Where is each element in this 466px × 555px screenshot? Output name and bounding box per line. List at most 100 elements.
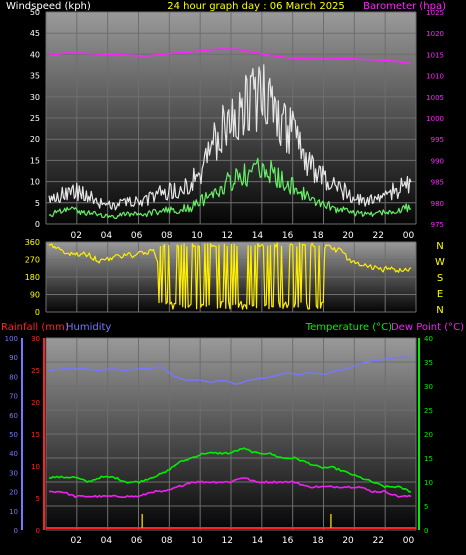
- axis-tick-label: 15: [424, 455, 433, 463]
- rainfall-axis-title: Rainfall (mm): [1, 322, 69, 333]
- axis-tick-label: 985: [431, 179, 444, 187]
- time-tick-label: 20: [342, 536, 354, 546]
- temperature-axis-title: Temperature (°C): [305, 322, 392, 333]
- axis-tick-label: 15: [30, 156, 40, 165]
- time-tick-label: 16: [282, 536, 294, 546]
- compass-labels: N W S E N: [435, 241, 445, 316]
- axis-tick-label: 45: [30, 29, 40, 38]
- time-tick-label: 12: [221, 231, 232, 241]
- time-tick-label: 02: [70, 536, 81, 546]
- time-tick-label: 00: [403, 536, 415, 546]
- time-tick-label: 14: [252, 231, 264, 241]
- compass-label: S: [437, 273, 443, 284]
- time-axis-top: 02 04 06 08 10 12 14 16 18 20 22 00: [70, 231, 414, 241]
- axis-tick-label: 35: [30, 72, 40, 81]
- direction-axis: 0 90 180 270 360: [25, 238, 40, 317]
- axis-tick-label: 1025: [426, 9, 444, 17]
- time-tick-label: 06: [131, 536, 143, 546]
- humidity-axis-title: Humidity: [66, 322, 111, 333]
- time-tick-label: 14: [252, 536, 264, 546]
- axis-tick-label: 10: [9, 508, 18, 516]
- time-tick-label: 08: [161, 536, 173, 546]
- axis-tick-label: 270: [25, 256, 40, 265]
- axis-tick-label: 5: [36, 495, 40, 503]
- axis-tick-label: 990: [431, 157, 444, 165]
- axis-tick-label: 5: [424, 503, 428, 511]
- time-tick-label: 18: [312, 231, 324, 241]
- barometer-axis-title: Barometer (hpa): [363, 1, 446, 12]
- chart-title: 24 hour graph day : 06 March 2025: [167, 1, 345, 12]
- axis-tick-label: 1010: [426, 73, 444, 81]
- axis-tick-label: 40: [30, 50, 40, 59]
- time-tick-label: 16: [282, 231, 294, 241]
- axis-tick-label: 30: [30, 93, 40, 102]
- humidity-axis: 0 10 20 30 40 50 60 70 80 90 100: [5, 335, 18, 535]
- gust-line: [48, 64, 412, 211]
- barometer-line: [48, 48, 412, 65]
- direction-series: [48, 242, 412, 310]
- axis-tick-label: 20: [31, 399, 40, 407]
- time-tick-label: 06: [131, 231, 143, 241]
- time-tick-label: 18: [312, 536, 324, 546]
- axis-tick-label: 20: [30, 135, 40, 144]
- time-tick-label: 10: [191, 231, 203, 241]
- axis-tick-label: 995: [431, 136, 444, 144]
- axis-tick-label: 0: [35, 220, 40, 229]
- axis-tick-label: 0: [35, 308, 40, 317]
- wind-direction-line: [48, 242, 412, 310]
- axis-tick-label: 0: [424, 527, 428, 535]
- axis-tick-label: 50: [9, 431, 18, 439]
- axis-tick-label: 90: [9, 354, 18, 362]
- barometer-axis: 975 980 985 990 995 1000 1005 1010 1015 1020 1025: [426, 9, 444, 229]
- axis-tick-label: 30: [9, 469, 18, 477]
- axis-tick-label: 30: [424, 383, 433, 391]
- rainfall-axis: 0 5 10 15 20 25 30: [31, 335, 40, 535]
- time-axis-bottom: 02 04 06 08 10 12 14 16 18 20 22 00: [70, 536, 414, 546]
- axis-tick-label: 60: [9, 412, 18, 420]
- axis-tick-label: 15: [31, 431, 40, 439]
- windspeed-axis: 0 5 10 15 20 25 30 35 40 45 50: [30, 8, 40, 229]
- axis-tick-label: 50: [30, 8, 40, 17]
- time-tick-label: 08: [161, 231, 173, 241]
- compass-label: N: [436, 241, 443, 252]
- axis-tick-label: 10: [31, 463, 40, 471]
- compass-label: W: [435, 257, 445, 268]
- time-tick-label: 22: [373, 231, 384, 241]
- axis-tick-label: 1005: [426, 94, 444, 102]
- axis-tick-label: 25: [30, 114, 40, 123]
- wind-series: [48, 48, 412, 219]
- time-tick-label: 00: [403, 231, 415, 241]
- axis-tick-label: 1020: [426, 30, 444, 38]
- axis-tick-label: 10: [424, 479, 433, 487]
- temperature-grid: [45, 337, 417, 531]
- temperature-line: [48, 447, 412, 493]
- humidity-line: [48, 356, 412, 385]
- dew-point-line: [49, 477, 412, 499]
- axis-tick-label: 360: [25, 238, 40, 247]
- time-tick-label: 04: [101, 231, 113, 241]
- axis-tick-label: 25: [424, 407, 433, 415]
- axis-tick-label: 0: [36, 527, 40, 535]
- axis-tick-label: 975: [431, 221, 444, 229]
- compass-label: N: [436, 305, 443, 316]
- axis-tick-label: 30: [31, 335, 40, 343]
- temperature-axis: 0 5 10 15 20 25 30 35 40: [424, 335, 433, 535]
- dew-point-axis-title: Dew Point (°C): [391, 322, 464, 333]
- average-wind-line: [48, 157, 412, 219]
- time-tick-label: 10: [191, 536, 203, 546]
- axis-tick-label: 35: [424, 359, 433, 367]
- temperature-series: [46, 356, 416, 529]
- axis-tick-label: 10: [30, 178, 40, 187]
- time-tick-label: 02: [70, 231, 81, 241]
- axis-tick-label: 1015: [426, 51, 444, 59]
- axis-tick-label: 180: [25, 273, 40, 282]
- axis-tick-label: 25: [31, 367, 40, 375]
- axis-tick-label: 40: [424, 335, 433, 343]
- axis-tick-label: 100: [5, 335, 18, 343]
- time-tick-label: 22: [373, 536, 384, 546]
- axis-tick-label: 40: [9, 450, 18, 458]
- time-tick-label: 04: [101, 536, 113, 546]
- axis-tick-label: 1000: [426, 115, 444, 123]
- axis-tick-label: 90: [30, 291, 40, 300]
